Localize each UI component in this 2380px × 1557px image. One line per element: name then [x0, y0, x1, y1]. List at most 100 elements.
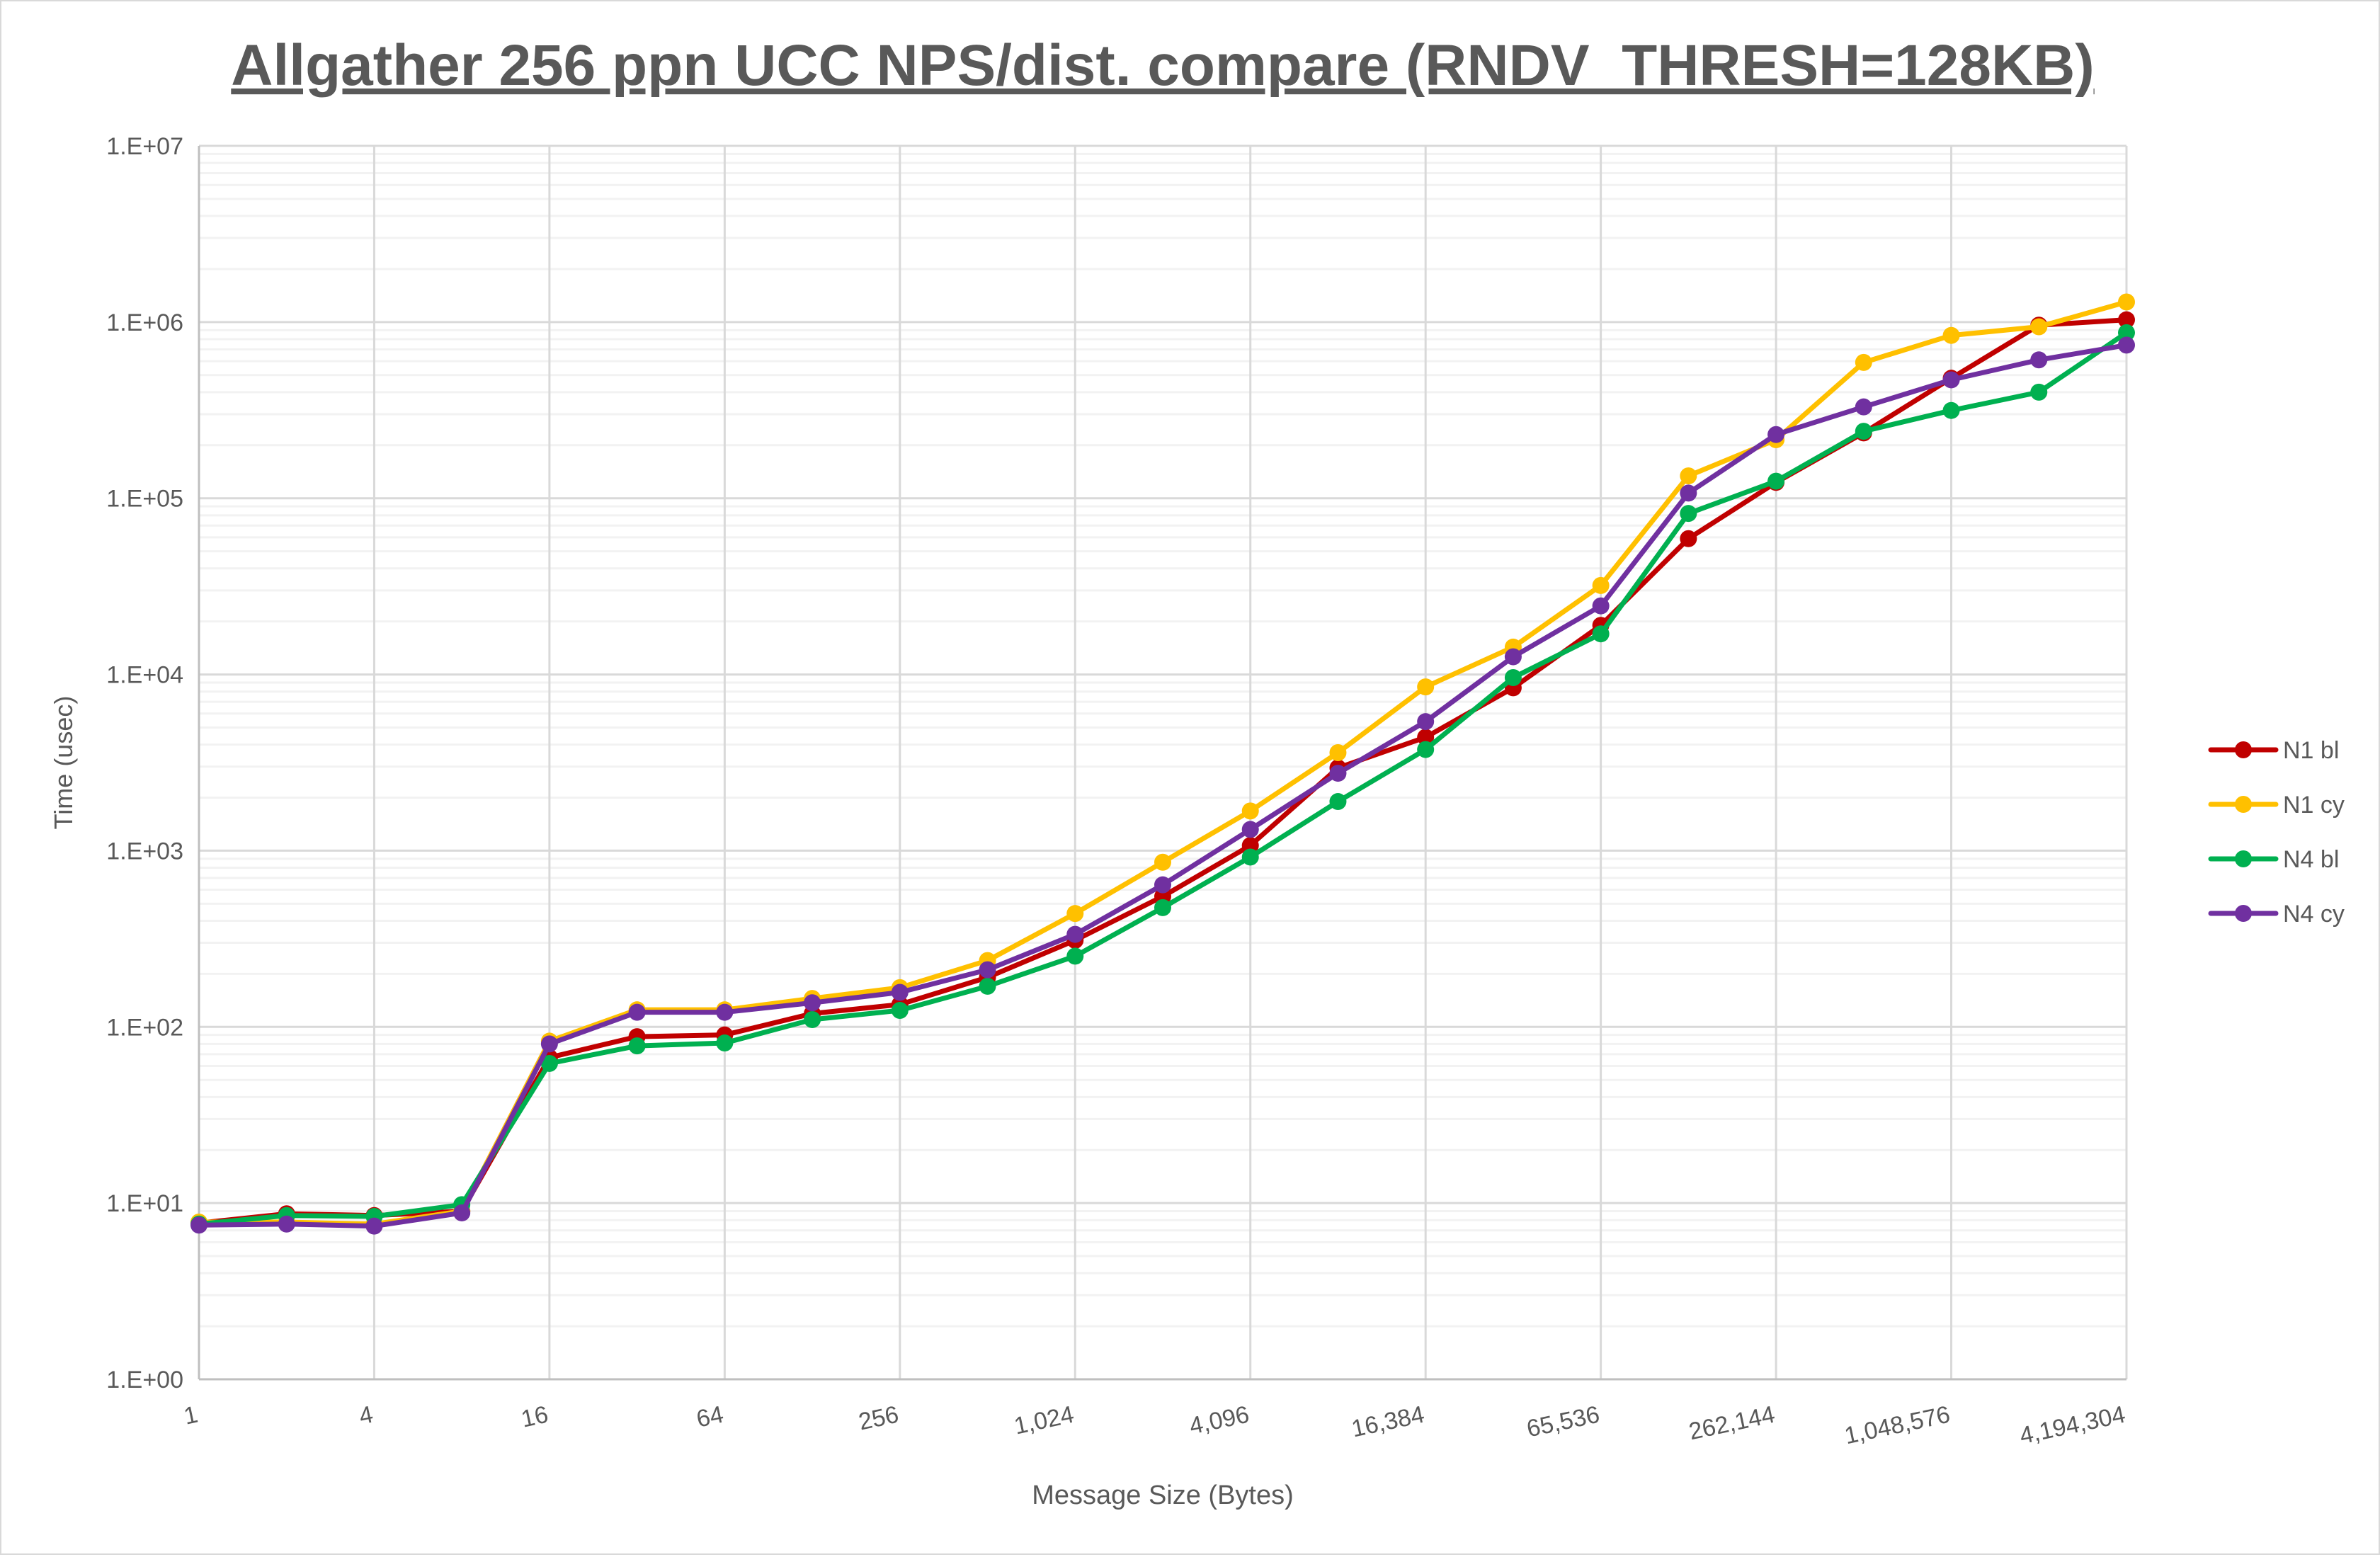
x-tick-label: 16 [519, 1401, 551, 1433]
data-point [2118, 336, 2135, 354]
y-tick-label: 1.E+03 [106, 838, 183, 865]
data-point [1154, 876, 1171, 894]
data-point [1417, 678, 1435, 696]
data-point [365, 1217, 383, 1235]
data-point [1066, 905, 1084, 923]
data-point [716, 1034, 734, 1052]
x-tick-label: 256 [856, 1401, 901, 1436]
data-point [1241, 802, 1259, 820]
data-point [804, 994, 821, 1012]
x-tick-label: 4,096 [1187, 1401, 1251, 1440]
data-point [1154, 899, 1171, 916]
data-point [1066, 925, 1084, 943]
x-tick-label: 16,384 [1349, 1401, 1427, 1443]
legend-label: N4 bl [2283, 846, 2339, 873]
series-lines [190, 293, 2135, 1235]
x-tick-label: 1,048,576 [1842, 1401, 1952, 1450]
y-tick-label: 1.E+00 [106, 1367, 183, 1393]
y-tick-label: 1.E+07 [106, 133, 183, 160]
legend-marker [2235, 850, 2252, 867]
x-tick-label: 4,194,304 [2017, 1401, 2128, 1450]
data-point [453, 1204, 471, 1221]
legend-marker [2235, 741, 2252, 758]
data-point [804, 1010, 821, 1028]
data-point [2030, 383, 2048, 401]
legend-item: N4 bl [2208, 846, 2339, 873]
y-tick-label: 1.E+01 [106, 1190, 183, 1217]
legend-item: N1 cy [2208, 792, 2345, 819]
data-point [2118, 293, 2135, 311]
data-point [1767, 426, 1785, 443]
data-point [1241, 821, 1259, 838]
data-point [1942, 401, 1960, 419]
data-point [979, 977, 996, 995]
data-point [1329, 765, 1347, 782]
x-tick-label: 1 [181, 1401, 200, 1430]
series-n1-bl [190, 311, 2135, 1232]
grid [198, 144, 2128, 1381]
data-point [1680, 467, 1697, 485]
data-point [716, 1003, 734, 1021]
chart-title: Allgather 256 ppn UCC NPS/dist. compare … [231, 33, 2094, 98]
data-point [1942, 326, 1960, 344]
series-line [198, 342, 2127, 1229]
data-point [2030, 351, 2048, 369]
data-point [1066, 947, 1084, 965]
data-point [1417, 713, 1435, 731]
data-point [278, 1215, 295, 1233]
series-line [198, 331, 2128, 1227]
x-axis-title: Message Size (Bytes) [1032, 1481, 1294, 1510]
y-tick-label: 1.E+02 [106, 1014, 183, 1041]
legend-marker [2235, 796, 2252, 813]
legend-marker [2235, 905, 2252, 922]
data-point [1767, 472, 1785, 490]
data-point [1942, 371, 1960, 389]
y-tick-label: 1.E+05 [106, 486, 183, 513]
data-point [1417, 741, 1435, 758]
legend-label: N1 bl [2283, 737, 2339, 764]
series-n4-bl [190, 324, 2135, 1233]
x-tick-label: 262,144 [1687, 1401, 1777, 1446]
series-n1-cy [190, 293, 2135, 1233]
data-point [1504, 668, 1522, 686]
data-point [540, 1035, 558, 1053]
series-line [198, 317, 2127, 1226]
data-point [540, 1054, 558, 1072]
data-point [979, 961, 996, 979]
data-point [628, 1003, 646, 1021]
legend-item: N4 cy [2208, 901, 2345, 928]
x-tick-label: 64 [694, 1401, 726, 1433]
data-point [1504, 648, 1522, 666]
data-point [1592, 597, 1610, 615]
legend-label: N1 cy [2283, 792, 2345, 819]
x-tick-label: 4 [357, 1401, 375, 1430]
y-axis-title: Time (usec) [49, 696, 78, 830]
legend: N1 bl N1 cy N4 bl N4 cy [2208, 737, 2345, 928]
data-point [1417, 729, 1435, 746]
legend-label: N4 cy [2283, 901, 2345, 928]
data-point [1592, 625, 1610, 643]
data-point [628, 1037, 646, 1055]
y-tick-label: 1.E+06 [106, 309, 183, 336]
x-tick-label: 1,024 [1012, 1401, 1076, 1440]
data-point [1329, 743, 1347, 761]
data-point [1855, 423, 1872, 440]
data-point [1241, 848, 1259, 866]
y-tick-label: 1.E+04 [106, 662, 183, 689]
data-point [891, 1002, 909, 1020]
series-n4-cy [190, 336, 2135, 1235]
data-point [1855, 353, 1872, 371]
data-point [1154, 853, 1171, 871]
data-point [2030, 318, 2048, 336]
data-point [2118, 311, 2135, 329]
series-line [199, 300, 2127, 1227]
data-point [1329, 793, 1347, 811]
x-tick-label: 65,536 [1525, 1401, 1602, 1443]
data-point [1680, 505, 1697, 523]
data-point [1592, 576, 1610, 594]
data-point [1680, 484, 1697, 502]
legend-item: N1 bl [2208, 737, 2339, 764]
data-point [1855, 398, 1872, 416]
data-point [190, 1216, 207, 1234]
